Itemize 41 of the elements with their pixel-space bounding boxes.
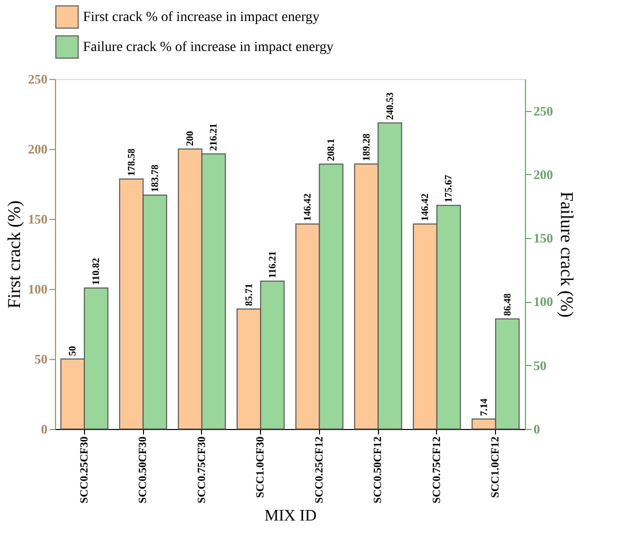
- legend-label: Failure crack % of increase in impact energy: [83, 40, 334, 55]
- y-tick-label: 150: [28, 212, 48, 226]
- data-label: 216.21: [208, 123, 220, 151]
- y-tick-label: 100: [28, 282, 48, 296]
- data-label: 85.71: [244, 284, 255, 306]
- data-label: 240.53: [384, 92, 396, 120]
- x-tick-label: SCC0.75CF12: [430, 436, 443, 504]
- y-tick-label: 250: [28, 72, 48, 86]
- x-tick-label: SCC1.0CF12: [490, 436, 502, 498]
- data-label: 86.48: [502, 293, 514, 316]
- data-label: 146.42: [302, 194, 314, 222]
- data-label: 116.21: [267, 251, 278, 278]
- y2-tick-label: 100: [534, 294, 553, 310]
- data-label: 175.67: [444, 174, 455, 202]
- y2-tick-label: 50: [534, 358, 546, 373]
- data-label: 110.82: [91, 258, 102, 285]
- x-tick-label: SCC0.25CF30: [78, 436, 90, 504]
- y-axis-title: First crack (%): [4, 200, 24, 308]
- y2-tick-label: 200: [534, 166, 553, 182]
- y2-tick-label: 0: [534, 422, 540, 436]
- data-label: 183.78: [150, 164, 161, 192]
- x-tick-label: SCC0.50CF12: [372, 436, 384, 504]
- data-label: 146.42: [420, 194, 432, 222]
- data-label: 50: [68, 346, 79, 356]
- y2-tick-label: 150: [534, 230, 553, 246]
- data-label: 178.58: [126, 148, 138, 176]
- x-tick-label: SCC1.0CF30: [254, 436, 267, 498]
- data-label: 208.1: [326, 138, 338, 162]
- legend-label: First crack % of increase in impact energy: [83, 10, 320, 25]
- data-label: 200: [185, 131, 196, 146]
- y-tick-label: 50: [34, 352, 48, 366]
- x-tick-label: SCC0.25CF12: [313, 436, 326, 504]
- data-label: 7.14: [478, 398, 490, 416]
- data-label: 189.28: [361, 134, 372, 162]
- y-tick-label: 0: [41, 422, 48, 436]
- x-axis-title: MIX ID: [264, 507, 316, 524]
- x-tick-label: SCC0.50CF30: [137, 436, 150, 504]
- x-tick-label: SCC0.75CF30: [196, 436, 208, 504]
- y2-axis-title: Failure crack (%): [557, 192, 577, 318]
- y2-tick-label: 250: [534, 103, 553, 118]
- y-tick-label: 200: [28, 142, 48, 156]
